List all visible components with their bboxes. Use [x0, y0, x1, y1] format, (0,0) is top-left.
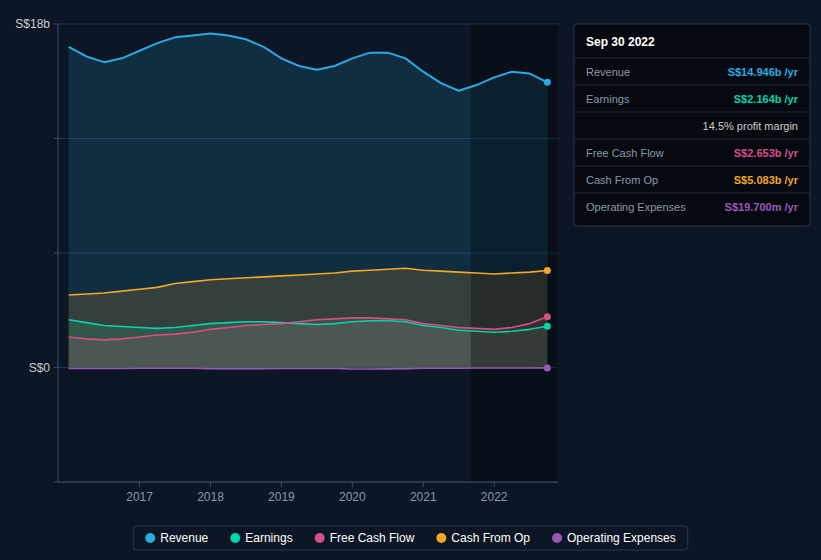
x-tick-label: 2019	[268, 490, 295, 504]
end-dot	[544, 364, 551, 371]
x-tick	[494, 482, 495, 487]
end-dot	[544, 313, 551, 320]
info-box-value: S$5.083b /yr	[734, 174, 799, 186]
y-tick	[54, 253, 58, 254]
x-tick-label: 2020	[339, 490, 366, 504]
info-box-separator	[574, 112, 810, 113]
legend-label: Cash From Op	[451, 531, 530, 545]
x-tick	[352, 482, 353, 487]
info-box-label: Cash From Op	[586, 174, 658, 186]
y-tick	[54, 24, 58, 25]
legend-item: Operating Expenses	[552, 531, 676, 545]
info-box-separator	[574, 166, 810, 167]
plot-area	[69, 24, 558, 482]
info-box-separator	[574, 85, 810, 86]
x-axis-line	[58, 482, 558, 483]
y-tick	[54, 367, 58, 368]
legend-swatch	[315, 533, 325, 543]
x-tick-label: 2021	[410, 490, 437, 504]
y-tick	[54, 482, 58, 483]
legend-swatch	[230, 533, 240, 543]
legend-label: Earnings	[245, 531, 292, 545]
legend-item: Free Cash Flow	[315, 531, 415, 545]
info-box-bg	[574, 24, 810, 226]
annotation: S$0	[29, 361, 51, 375]
series-line	[69, 368, 548, 369]
info-box-value: S$2.164b /yr	[734, 93, 799, 105]
info-box-title: Sep 30 2022	[586, 35, 655, 49]
info-box-label: Operating Expenses	[586, 201, 686, 213]
info-box-value: 14.5% profit margin	[703, 120, 798, 132]
annotation: S$18b	[15, 17, 50, 31]
y-tick	[54, 138, 58, 139]
axes: 2017 2018 2019 2020 2021 2022	[54, 24, 558, 504]
info-box-label: Revenue	[586, 66, 630, 78]
info-box-value: S$19.700m /yr	[725, 201, 799, 213]
x-tick	[139, 482, 140, 487]
series-line	[69, 320, 548, 332]
grid	[58, 24, 558, 482]
info-box-separator	[574, 139, 810, 140]
legend-swatch	[552, 533, 562, 543]
end-dot	[544, 79, 551, 86]
info-box-value: S$14.946b /yr	[728, 66, 799, 78]
info-box-separator	[574, 193, 810, 194]
x-tick	[210, 482, 211, 487]
legend-item: Earnings	[230, 531, 292, 545]
legend-item: Cash From Op	[436, 531, 530, 545]
x-tick	[281, 482, 282, 487]
chart: 2017 2018 2019 2020 2021 2022 S$18b S$0 Sep 30 2…	[0, 0, 821, 560]
info-box-label: Earnings	[586, 93, 630, 105]
grid-line	[58, 482, 558, 483]
info-box-separator	[574, 58, 810, 59]
legend-item: Revenue	[145, 531, 208, 545]
legend-label: Free Cash Flow	[330, 531, 415, 545]
legend-label: Operating Expenses	[567, 531, 676, 545]
end-dot	[544, 323, 551, 330]
x-tick-label: 2018	[197, 490, 224, 504]
x-tick-label: 2022	[481, 490, 508, 504]
series-line	[69, 34, 548, 91]
x-tick	[423, 482, 424, 487]
legend-frame	[133, 526, 688, 550]
legend: Revenue Earnings Free Cash Flow Cash From O…	[133, 526, 688, 550]
x-tick-label: 2017	[126, 490, 153, 504]
end-dot	[544, 267, 551, 274]
series-line	[69, 268, 548, 295]
legend-label: Revenue	[160, 531, 208, 545]
shaded-region	[471, 24, 558, 482]
legend-swatch	[436, 533, 446, 543]
info-box-label: Free Cash Flow	[586, 147, 664, 159]
info-box: Sep 30 2022 Revenue S$14.946b /yr Earnings S…	[574, 24, 810, 226]
series-line	[69, 317, 548, 340]
info-box-value: S$2.653b /yr	[734, 147, 799, 159]
legend-swatch	[145, 533, 155, 543]
